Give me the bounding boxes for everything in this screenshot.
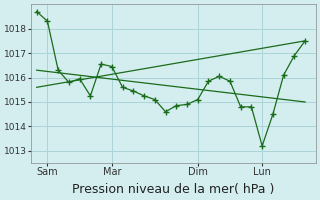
X-axis label: Pression niveau de la mer( hPa ): Pression niveau de la mer( hPa ): [72, 183, 275, 196]
